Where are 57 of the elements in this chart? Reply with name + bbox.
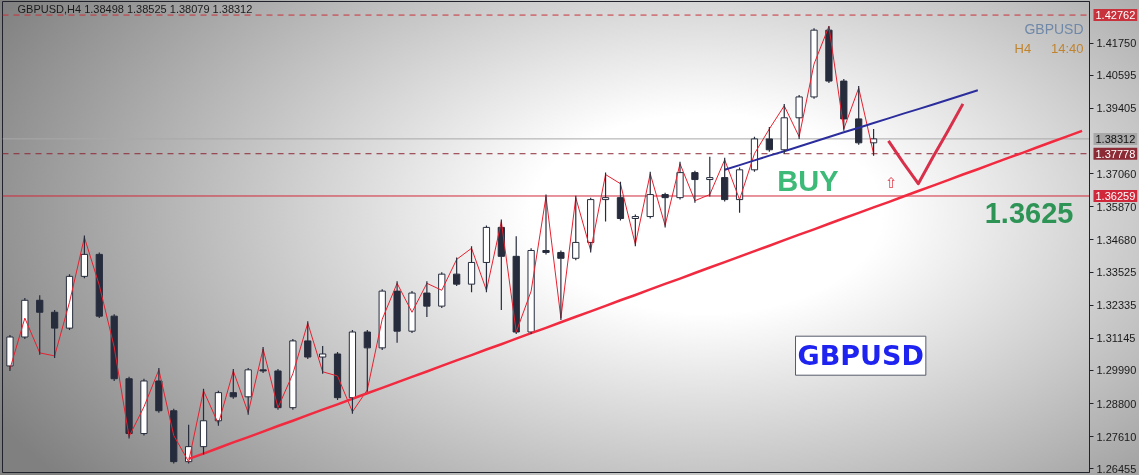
candlestick (721, 157, 729, 203)
chart-title: GBPUSD,H4 1.38498 1.38525 1.38079 1.38312 (17, 2, 253, 15)
annotation: 14:40 (1050, 40, 1084, 56)
candlestick (572, 195, 580, 261)
ref-line-label: 1.38312 (1095, 132, 1136, 145)
y-tick-label: 1.34680 (1096, 233, 1137, 246)
candlestick (170, 408, 178, 465)
candlestick (363, 329, 371, 393)
y-tick-label: 1.32335 (1096, 299, 1137, 312)
y-tick-label: 1.27610 (1096, 430, 1137, 443)
candlestick (6, 334, 14, 372)
annotation: BUY (777, 164, 839, 197)
y-tick-label: 1.31145 (1096, 332, 1136, 345)
candlestick (795, 94, 803, 140)
y-tick-label: 1.29990 (1096, 364, 1137, 377)
y-tick-label: 1.39405 (1096, 102, 1137, 115)
candlestick (259, 346, 267, 374)
annotation: 1.3625 (984, 197, 1074, 230)
ref-line-label: 1.36259 (1095, 189, 1136, 202)
line-series (723, 89, 979, 171)
candlestick (512, 235, 520, 335)
annotation: H4 (1014, 40, 1032, 56)
candlestick (825, 25, 833, 84)
candlestick (601, 172, 610, 223)
ref-line-label: 1.42762 (1095, 9, 1136, 22)
annotation: GBPUSD (797, 340, 924, 372)
candlestick (810, 27, 818, 100)
y-tick-label: 1.35870 (1096, 200, 1137, 213)
candlestick (423, 280, 431, 318)
y-tick-label: 1.26455 (1096, 462, 1137, 475)
candlestick (393, 280, 401, 344)
line-series (187, 129, 1084, 461)
candlestick (557, 249, 565, 321)
candlestick (676, 161, 684, 201)
candlestick (527, 247, 535, 335)
y-tick-label: 1.28800 (1096, 397, 1137, 410)
candlestick (542, 193, 550, 255)
candlestick (691, 170, 699, 204)
y-tick-label: 1.41750 (1096, 37, 1137, 50)
candlestick (229, 368, 237, 400)
line-series (886, 102, 965, 186)
annotation: ⇧ (885, 174, 898, 193)
candlestick (80, 234, 89, 279)
candlestick (438, 271, 446, 309)
candlestick (408, 290, 416, 334)
candlestick (482, 224, 491, 293)
ref-line-label: 1.37778 (1095, 147, 1136, 160)
candlestick (125, 376, 133, 440)
candlestick (631, 214, 639, 247)
y-tick-label: 1.37060 (1096, 167, 1137, 180)
candlestick (140, 378, 148, 437)
candlestick (289, 338, 297, 411)
candlestick (304, 320, 312, 360)
candlestick (661, 192, 669, 228)
y-tick-label: 1.40595 (1096, 69, 1137, 82)
y-tick-label: 1.33525 (1096, 266, 1137, 279)
annotation: GBPUSD (1024, 20, 1084, 37)
